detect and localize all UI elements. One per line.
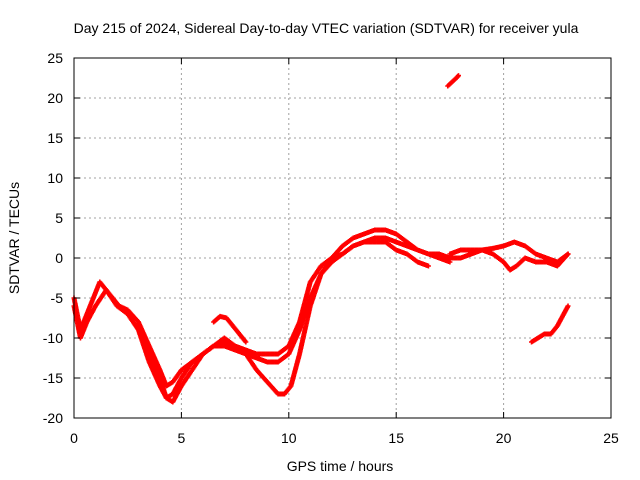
y-axis-label: SDTVAR / TECUs [6,182,22,294]
data-point [455,73,461,79]
series-track-d [211,313,249,345]
y-tick-label: 5 [55,210,63,226]
x-tick-label: 15 [388,430,404,446]
series-track-g [529,303,571,345]
y-tick-label: -15 [43,370,63,386]
series-track-f [458,247,571,273]
axes: 0 5 10 15 20 25 -20 -15 -10 -5 0 5 10 15 20 25 [43,50,619,446]
chart-title: Day 215 of 2024, Sidereal Day-to-day VTE… [74,20,579,36]
y-tick-label: 20 [47,90,63,106]
grid [74,58,611,418]
data-point [243,339,249,345]
y-tick-label: 0 [55,250,63,266]
y-tick-label: -5 [51,290,64,306]
data-point [425,263,431,269]
plot-frame [73,57,612,419]
data-points [71,73,571,405]
y-tick-label: 25 [47,50,63,66]
y-tick-label: 15 [47,130,63,146]
data-point [565,303,571,309]
x-tick-label: 5 [178,430,186,446]
x-tick-label: 0 [70,430,78,446]
x-tick-label: 10 [281,430,297,446]
x-tick-label: 25 [603,430,619,446]
series-track-c [135,239,431,405]
y-tick-label: -10 [43,330,63,346]
data-point [565,251,571,257]
x-tick-label: 20 [496,430,512,446]
series-track-h [445,73,461,89]
y-tick-label: 10 [47,170,63,186]
y-tick-label: -20 [43,410,63,426]
data-point [447,259,453,265]
x-axis-label: GPS time / hours [287,458,394,474]
series-track-e [447,239,571,265]
